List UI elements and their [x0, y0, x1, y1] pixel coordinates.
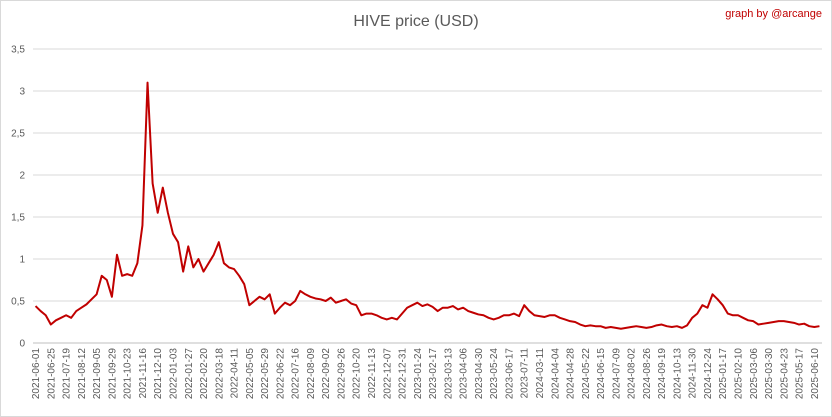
x-tick-label: 2022-06-22	[275, 348, 286, 400]
x-tick-label: 2024-09-19	[657, 348, 668, 400]
x-tick-label: 2025-02-10	[734, 348, 745, 400]
x-tick-label: 2023-04-06	[459, 348, 470, 400]
x-tick-label: 2023-01-24	[413, 348, 424, 400]
x-tick-label: 2025-03-06	[749, 348, 760, 400]
x-tick-label: 2022-11-13	[367, 348, 378, 399]
x-tick-label: 2021-06-01	[31, 348, 42, 400]
y-tick-label: 1,5	[11, 213, 25, 224]
y-tick-label: 0	[19, 339, 25, 350]
y-tick-label: 3,5	[11, 45, 25, 56]
x-tick-label: 2021-11-16	[138, 348, 149, 399]
x-tick-label: 2024-08-02	[627, 348, 638, 400]
x-tick-label: 2025-05-17	[795, 348, 806, 400]
x-tick-label: 2025-01-17	[718, 348, 729, 400]
x-tick-label: 2024-04-28	[566, 348, 577, 400]
x-tick-label: 2024-07-09	[611, 348, 622, 400]
x-tick-label: 2023-05-24	[489, 348, 500, 400]
x-tick-label: 2023-03-13	[443, 348, 454, 400]
x-tick-label: 2023-02-17	[428, 348, 439, 400]
x-tick-label: 2025-06-10	[810, 348, 821, 400]
x-tick-label: 2023-06-17	[504, 348, 515, 400]
x-tick-label: 2022-08-09	[306, 348, 317, 400]
x-tick-label: 2022-01-03	[168, 348, 179, 400]
x-tick-label: 2022-07-16	[291, 348, 302, 400]
x-tick-label: 2021-06-25	[46, 348, 57, 400]
x-tick-label: 2021-12-10	[153, 348, 164, 400]
x-tick-label: 2022-05-29	[260, 348, 271, 400]
x-tick-label: 2022-12-07	[382, 348, 393, 400]
x-tick-label: 2021-09-05	[92, 348, 103, 400]
x-tick-label: 2022-09-26	[336, 348, 347, 400]
x-tick-label: 2022-10-20	[352, 348, 363, 400]
x-tick-label: 2024-06-15	[596, 348, 607, 400]
x-tick-label: 2022-04-11	[230, 348, 241, 399]
x-tick-label: 2022-02-20	[199, 348, 210, 400]
x-tick-label: 2021-08-12	[77, 348, 88, 400]
chart-title: HIVE price (USD)	[353, 13, 478, 30]
x-tick-label: 2024-10-13	[672, 348, 683, 400]
x-tick-label: 2024-05-22	[581, 348, 592, 400]
y-tick-label: 3	[19, 87, 25, 98]
y-tick-label: 2,5	[11, 129, 25, 140]
x-tick-label: 2022-03-18	[214, 348, 225, 400]
x-tick-label: 2025-04-23	[779, 348, 790, 400]
x-tick-label: 2022-12-31	[398, 348, 409, 400]
x-tick-label: 2022-05-05	[245, 348, 256, 400]
y-tick-label: 2	[19, 171, 25, 182]
x-tick-label: 2023-07-11	[520, 348, 531, 399]
x-tick-label: 2021-07-19	[62, 348, 73, 400]
annotation: graph by @arcange	[725, 8, 822, 20]
x-tick-label: 2024-12-24	[703, 348, 714, 400]
x-tick-label: 2021-10-23	[123, 348, 134, 400]
x-tick-label: 2023-04-30	[474, 348, 485, 400]
x-tick-label: 2022-01-27	[184, 348, 195, 400]
price-line	[34, 81, 820, 330]
x-tick-label: 2022-09-02	[321, 348, 332, 400]
x-tick-label: 2024-03-11	[535, 348, 546, 399]
x-tick-label: 2021-09-29	[107, 348, 118, 400]
x-tick-label: 2024-11-30	[688, 348, 699, 399]
y-tick-label: 1	[19, 255, 25, 266]
x-tick-label: 2024-08-26	[642, 348, 653, 400]
x-tick-label: 2025-03-30	[764, 348, 775, 400]
y-tick-label: 0,5	[11, 297, 25, 308]
x-tick-label: 2024-04-04	[550, 348, 561, 400]
